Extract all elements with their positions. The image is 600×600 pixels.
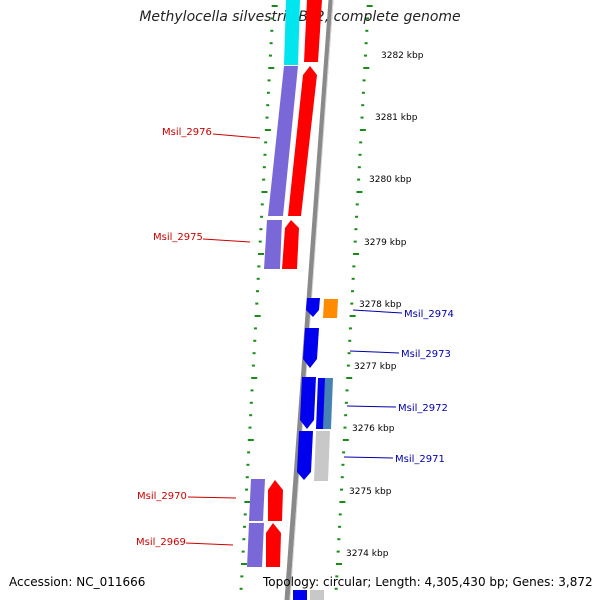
feature-reverse-orange [323,299,338,318]
label-leader [212,133,261,139]
label-leader [352,309,403,314]
feature-reverse-gray-bottom [310,590,324,600]
feature-forward-purple-2975 [264,220,282,269]
feature-forward-cyan [284,0,300,65]
gene-label-reverse: Msil_2973 [401,349,451,360]
accession-text: Accession: NC_011666 [9,575,146,589]
feature-forward-purple-2976 [268,66,298,216]
feature-forward-purple-2969 [247,523,264,567]
tick-label: 3274 kbp [346,549,389,559]
label-leader [346,405,397,408]
gene-label-forward: Msil_2970 [137,491,187,502]
tick-label: 3281 kbp [375,113,418,123]
label-leader [202,238,251,243]
tick-label: 3282 kbp [381,51,424,61]
tick-label: 3275 kbp [349,487,392,497]
gene-label-forward: Msil_2969 [136,537,186,548]
tick-label: 3278 kbp [359,300,402,310]
label-leader [185,542,234,546]
outer-dotted-ring [239,5,278,590]
cds-reverse-2974 [306,298,320,317]
cds-forward-2970 [268,480,283,521]
label-leader [343,456,394,459]
cds-reverse-bottom [293,590,307,600]
feature-forward-purple-2970 [249,479,265,521]
forward-gene-labels: Msil_2976 Msil_2975 Msil_2970 Msil_2969 [136,127,261,548]
gene-label-reverse: Msil_2971 [395,454,445,465]
map-title: Methylocella silvestris BL2, complete ge… [139,9,461,25]
label-leader [349,350,400,354]
cds-reverse-2973 [303,328,319,368]
reverse-gene-labels: Msil_2974 Msil_2973 Msil_2972 Msil_2971 [343,309,454,465]
tick-labels: 3282 kbp 3281 kbp 3280 kbp 3279 kbp 3278… [346,51,424,559]
genome-stats-text: Topology: circular; Length: 4,305,430 bp… [263,575,593,589]
tick-label: 3276 kbp [352,424,395,434]
cds-forward-2969 [266,523,281,567]
label-leader [187,496,237,499]
cds-forward-top [304,0,322,62]
cds-reverse-2972 [300,377,316,429]
feature-reverse-gray [314,431,330,481]
gene-label-forward: Msil_2975 [153,232,203,243]
cds-forward-2975 [282,220,299,269]
gene-label-reverse: Msil_2972 [398,403,448,414]
tick-label: 3280 kbp [369,175,412,185]
cds-reverse-2971 [297,431,313,480]
feature-reverse-blue-small [316,378,325,429]
gene-label-forward: Msil_2976 [162,127,212,138]
inner-dotted-ring [334,5,373,590]
tick-label: 3277 kbp [354,362,397,372]
gene-label-reverse: Msil_2974 [404,309,454,320]
cds-forward-2976 [288,66,317,216]
tick-label: 3279 kbp [364,238,407,248]
